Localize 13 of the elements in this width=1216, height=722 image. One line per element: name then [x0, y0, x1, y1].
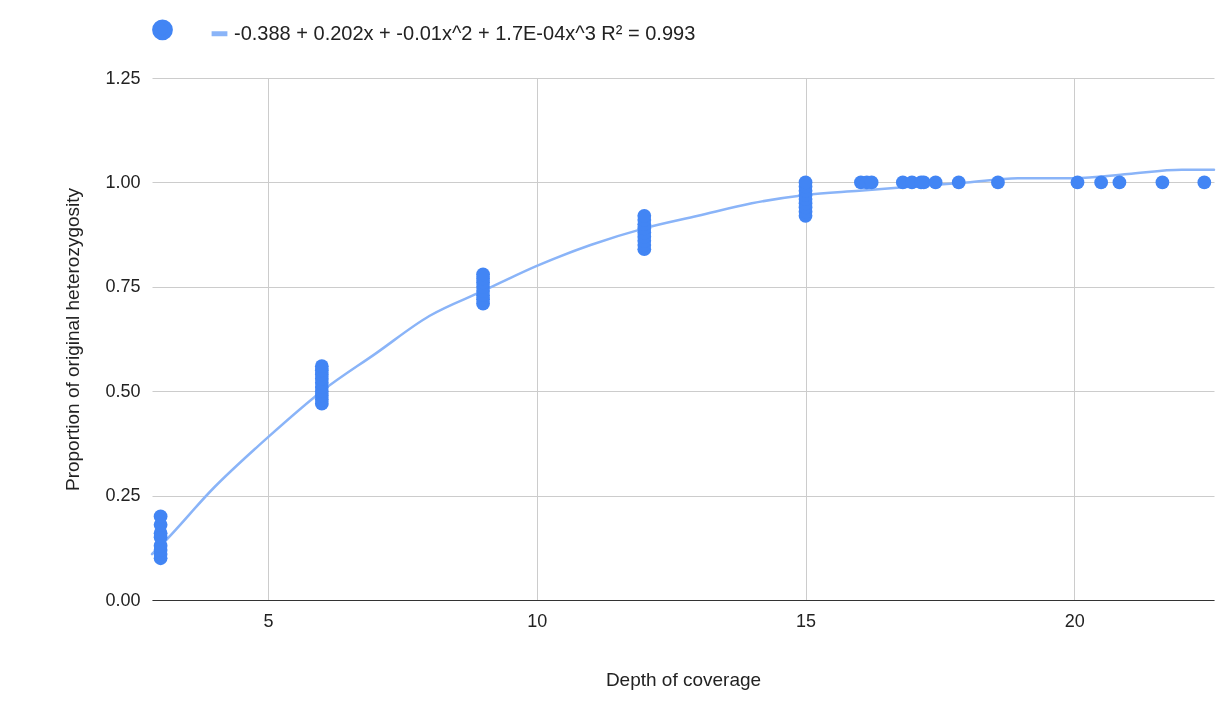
x-axis-title: Depth of coverage [605, 668, 762, 690]
y-tick-label: 0.25 [105, 485, 141, 506]
x-tick-label: 20 [1064, 610, 1085, 631]
y-tick-label: 0.50 [105, 380, 141, 401]
y-axis-title: Proportion of original heterozygosity [62, 187, 84, 492]
legend-label: -0.388 + 0.202x + -0.01x^2 + 1.7E-04x^3 R² = 0.993 [234, 21, 696, 44]
x-tick-label: 10 [527, 610, 548, 631]
y-tick-label: 1.00 [105, 171, 141, 192]
x-tick-label: 15 [796, 610, 817, 631]
y-tick-label: 0.75 [105, 276, 141, 297]
y-tick-label: 0.00 [105, 589, 141, 610]
y-tick-label: 1.25 [105, 67, 141, 88]
x-tick-label: 5 [263, 610, 274, 631]
